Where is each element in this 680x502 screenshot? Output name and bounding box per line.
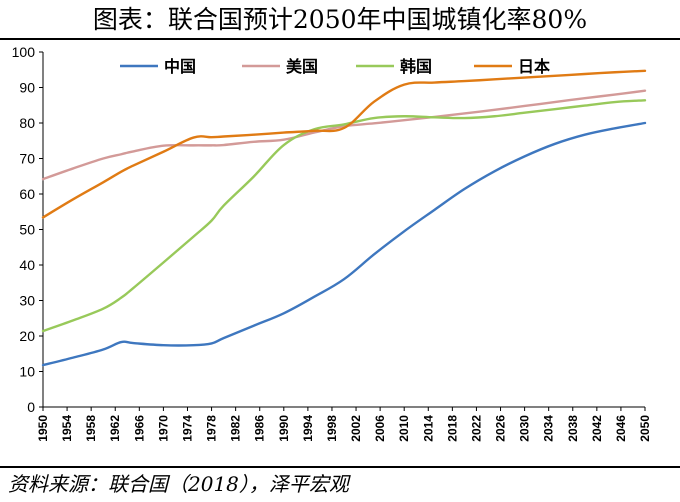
x-tick-label: 1962	[108, 415, 122, 442]
legend-label: 日本	[518, 57, 550, 76]
x-tick-label: 1958	[84, 415, 98, 442]
y-tick-label: 10	[19, 364, 35, 380]
x-tick-label: 1954	[60, 415, 74, 442]
x-tick-label: 1986	[253, 415, 267, 442]
x-tick-label: 1998	[325, 415, 339, 442]
x-tick-label: 1970	[156, 415, 170, 442]
y-tick-label: 0	[27, 399, 35, 415]
source-divider	[0, 466, 680, 468]
x-tick-label: 1982	[229, 415, 243, 442]
x-tick-label: 2046	[614, 415, 628, 442]
chart-title: 图表：联合国预计2050年中国城镇化率80%	[92, 5, 588, 34]
y-tick-label: 70	[19, 151, 35, 167]
series-line	[41, 69, 647, 219]
chart-series	[41, 69, 647, 367]
x-tick-label: 2006	[373, 415, 387, 442]
x-tick-label: 2050	[638, 415, 652, 442]
legend-label: 中国	[164, 57, 196, 76]
x-tick-label: 2030	[518, 415, 532, 442]
legend-item: 美国	[242, 57, 318, 76]
y-tick-label: 80	[19, 115, 35, 131]
series-line	[41, 89, 647, 181]
x-tick-label: 2034	[542, 415, 556, 442]
x-tick-label: 1978	[205, 415, 219, 442]
x-tick-label: 1990	[277, 415, 291, 442]
x-tick-label: 1966	[132, 415, 146, 442]
x-tick-label: 2038	[566, 415, 580, 442]
series-line	[41, 99, 647, 333]
y-tick-label: 90	[19, 80, 35, 96]
legend-item: 韩国	[356, 57, 432, 76]
x-tick-label: 2010	[397, 415, 411, 442]
x-tick-label: 2042	[590, 415, 604, 442]
x-tick-label: 2014	[421, 415, 435, 442]
legend-label: 美国	[286, 57, 318, 76]
x-tick-label: 2018	[445, 415, 459, 442]
series-line	[41, 121, 647, 367]
y-tick-label: 100	[12, 44, 36, 60]
x-tick-label: 1994	[301, 415, 315, 442]
x-tick-label: 2026	[494, 415, 508, 442]
legend-item: 日本	[474, 57, 550, 76]
x-tick-label: 2002	[349, 415, 363, 442]
title-divider	[0, 38, 680, 40]
y-tick-label: 50	[19, 222, 35, 238]
legend-item: 中国	[120, 57, 196, 76]
y-tick-label: 20	[19, 328, 35, 344]
y-tick-label: 60	[19, 186, 35, 202]
x-tick-label: 2022	[469, 415, 483, 442]
chart-legend: 中国 美国 韩国 日本	[120, 57, 550, 76]
x-tick-label: 1950	[36, 415, 50, 442]
x-tick-label: 1974	[180, 415, 194, 442]
legend-label: 韩国	[400, 57, 432, 76]
y-tick-label: 30	[19, 293, 35, 309]
y-tick-label: 40	[19, 257, 35, 273]
source-note: 资料来源：联合国（2018），泽平宏观	[8, 472, 349, 496]
